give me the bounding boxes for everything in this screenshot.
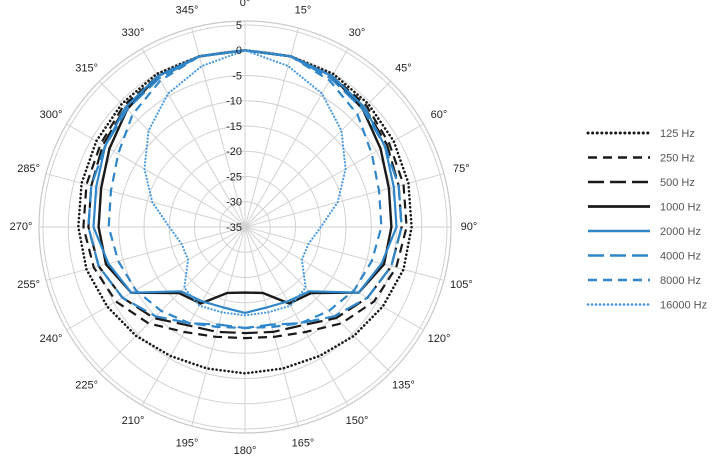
angle-labels: 0° 15° 30° 45° 60° 75° 90° 105° 120° 135° 150° 165°… bbox=[10, 0, 478, 457]
grid-spoke bbox=[244, 226, 349, 406]
angle-label: 345° bbox=[176, 5, 199, 17]
angle-label: 30° bbox=[349, 27, 366, 39]
angle-label: 60° bbox=[431, 109, 448, 121]
radial-label: -35 bbox=[226, 222, 242, 234]
grid-spoke bbox=[244, 173, 445, 228]
series-line-1000-hz bbox=[97, 49, 393, 305]
angle-label: 240° bbox=[40, 333, 63, 345]
angle-label: 315° bbox=[75, 63, 98, 75]
legend-label: 2000 Hz bbox=[660, 226, 701, 238]
angle-label: 15° bbox=[295, 5, 312, 17]
angle-label: 225° bbox=[75, 379, 98, 391]
legend-label: 250 Hz bbox=[660, 152, 695, 164]
grid-spoke bbox=[141, 226, 246, 406]
angle-label: 90° bbox=[461, 221, 478, 233]
angle-label: 180° bbox=[234, 445, 257, 457]
angle-label: 255° bbox=[17, 279, 40, 291]
series-line-500-hz bbox=[87, 49, 403, 335]
series-line-125-hz bbox=[77, 49, 413, 375]
angle-label: 300° bbox=[40, 109, 63, 121]
legend: 125 Hz 250 Hz 500 Hz 1000 Hz 2000 Hz 4000 Hz 8… bbox=[586, 128, 707, 311]
angle-label: 285° bbox=[17, 163, 40, 175]
radial-label: -30 bbox=[226, 197, 242, 209]
radial-label: 5 bbox=[236, 20, 242, 32]
grid-spoke bbox=[244, 226, 445, 281]
series-line-16000-hz bbox=[143, 49, 347, 317]
angle-label: 150° bbox=[346, 415, 369, 427]
angle-label: 120° bbox=[428, 333, 451, 345]
legend-label: 16000 Hz bbox=[660, 299, 707, 311]
angle-label: 0° bbox=[240, 0, 251, 9]
angle-label: 210° bbox=[122, 415, 145, 427]
angle-label: 330° bbox=[122, 27, 145, 39]
legend-label: 1000 Hz bbox=[660, 201, 701, 213]
series-lines bbox=[77, 49, 413, 375]
angle-label: 45° bbox=[395, 63, 412, 75]
angle-label: 195° bbox=[176, 437, 199, 449]
angle-label: 270° bbox=[10, 221, 33, 233]
radial-label: -25 bbox=[226, 171, 242, 183]
angle-label: 165° bbox=[292, 437, 315, 449]
radial-label: -10 bbox=[226, 96, 242, 108]
radial-label: 0 bbox=[236, 45, 242, 57]
grid-spoke bbox=[45, 226, 246, 281]
angle-label: 105° bbox=[450, 279, 473, 291]
radial-labels: 5 0 -5 -10 -15 -20 -25 -30 -35 bbox=[226, 20, 242, 234]
polar-grid bbox=[38, 20, 452, 434]
grid-spoke bbox=[66, 226, 246, 331]
grid-spoke bbox=[244, 226, 424, 331]
radial-label: -15 bbox=[226, 121, 242, 133]
grid-spoke bbox=[244, 226, 392, 374]
grid-spoke bbox=[98, 80, 246, 228]
grid-spoke bbox=[191, 27, 246, 228]
legend-label: 4000 Hz bbox=[660, 250, 701, 262]
grid-spoke bbox=[98, 226, 246, 374]
radial-label: -20 bbox=[226, 146, 242, 158]
radial-label: -5 bbox=[232, 70, 242, 82]
series-line-250-hz bbox=[82, 49, 408, 340]
series-line-8000-hz bbox=[107, 49, 383, 330]
legend-label: 500 Hz bbox=[660, 177, 695, 189]
angle-label: 135° bbox=[392, 379, 415, 391]
grid-spoke bbox=[244, 27, 299, 228]
grid-spoke bbox=[45, 173, 246, 228]
angle-label: 75° bbox=[453, 163, 470, 175]
legend-label: 125 Hz bbox=[660, 128, 695, 140]
legend-label: 8000 Hz bbox=[660, 275, 701, 287]
